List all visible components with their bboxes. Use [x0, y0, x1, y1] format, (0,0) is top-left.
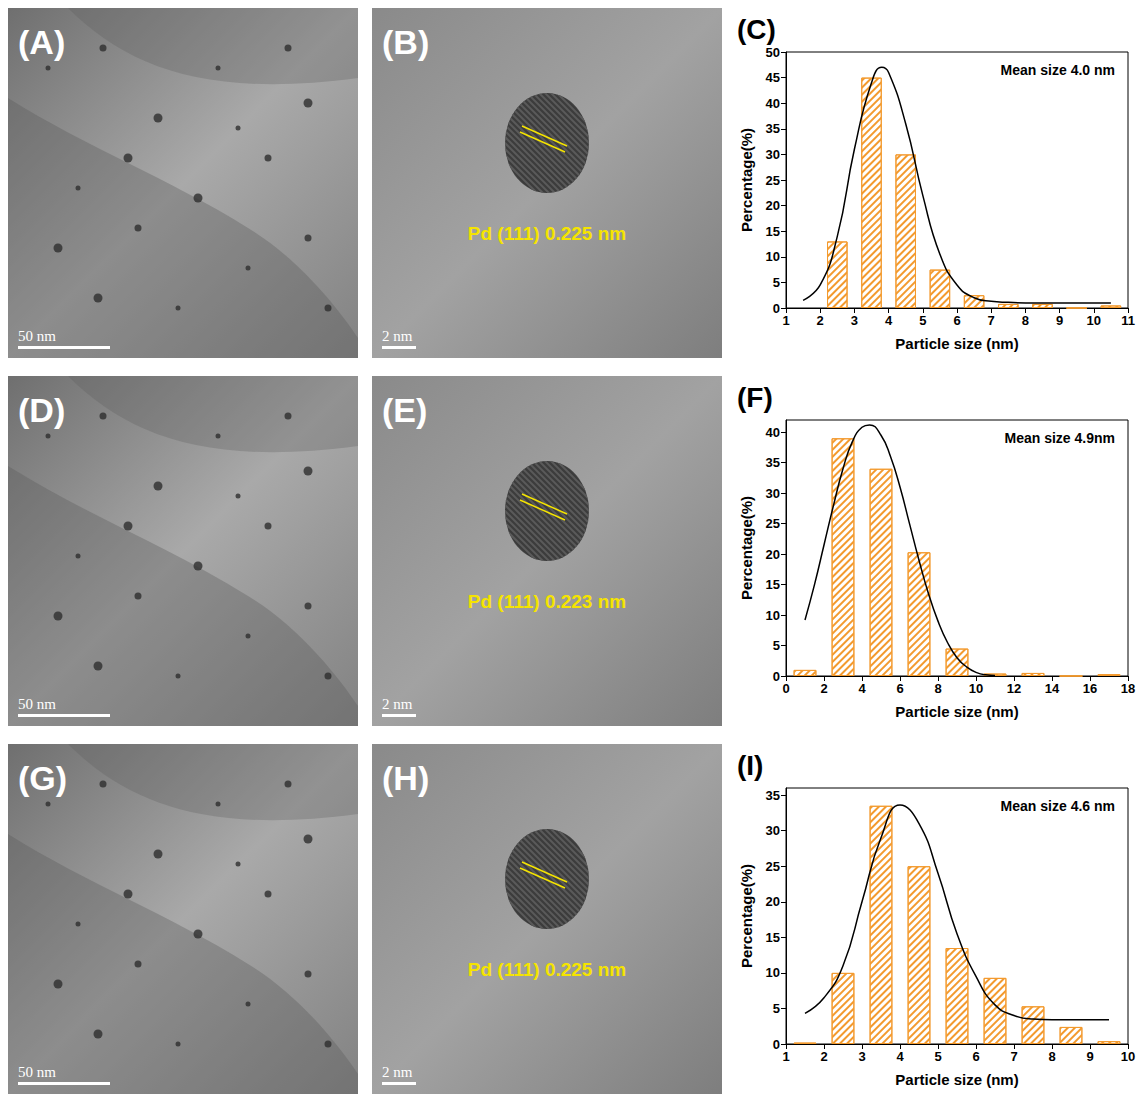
svg-text:(B): (B): [382, 23, 429, 61]
svg-text:Particle size (nm): Particle size (nm): [895, 335, 1018, 352]
svg-text:(I): (I): [737, 750, 763, 781]
svg-text:20: 20: [766, 894, 780, 909]
svg-text:10: 10: [969, 681, 983, 696]
svg-text:35: 35: [766, 788, 780, 803]
svg-text:Percentage(%): Percentage(%): [738, 864, 755, 968]
svg-text:6: 6: [972, 1049, 979, 1064]
svg-text:Particle size (nm): Particle size (nm): [895, 703, 1018, 720]
svg-text:4: 4: [896, 1049, 904, 1064]
svg-text:45: 45: [766, 70, 780, 85]
svg-text:50 nm: 50 nm: [18, 1064, 56, 1080]
svg-text:10: 10: [766, 249, 780, 264]
svg-text:18: 18: [1121, 681, 1135, 696]
svg-text:Percentage(%): Percentage(%): [738, 496, 755, 600]
svg-text:30: 30: [766, 823, 780, 838]
svg-text:20: 20: [766, 547, 780, 562]
svg-text:5: 5: [773, 275, 780, 290]
svg-text:40: 40: [766, 96, 780, 111]
svg-text:15: 15: [766, 224, 780, 239]
svg-text:9: 9: [1086, 1049, 1093, 1064]
svg-text:Mean size 4.6 nm: Mean size 4.6 nm: [1001, 798, 1115, 814]
svg-text:50: 50: [766, 45, 780, 60]
svg-text:2: 2: [820, 1049, 827, 1064]
svg-text:25: 25: [766, 516, 780, 531]
svg-text:Pd (111) 0.225 nm: Pd (111) 0.225 nm: [468, 959, 626, 980]
svg-text:10: 10: [1087, 313, 1101, 328]
svg-text:Mean size 4.9nm: Mean size 4.9nm: [1005, 430, 1116, 446]
svg-text:10: 10: [766, 965, 780, 980]
svg-text:5: 5: [919, 313, 926, 328]
svg-text:2 nm: 2 nm: [382, 696, 413, 712]
svg-text:10: 10: [1121, 1049, 1135, 1064]
svg-text:8: 8: [1048, 1049, 1055, 1064]
svg-text:50 nm: 50 nm: [18, 328, 56, 344]
svg-text:30: 30: [766, 486, 780, 501]
svg-text:8: 8: [1022, 313, 1029, 328]
svg-text:14: 14: [1045, 681, 1060, 696]
svg-text:35: 35: [766, 455, 780, 470]
svg-text:20: 20: [766, 198, 780, 213]
svg-text:Mean size 4.0 nm: Mean size 4.0 nm: [1001, 62, 1115, 78]
svg-text:25: 25: [766, 859, 780, 874]
svg-text:(G): (G): [18, 759, 67, 797]
svg-text:1: 1: [782, 1049, 789, 1064]
svg-text:7: 7: [1010, 1049, 1017, 1064]
svg-text:2: 2: [817, 313, 824, 328]
svg-text:0: 0: [773, 1037, 780, 1052]
svg-text:5: 5: [934, 1049, 941, 1064]
svg-text:50 nm: 50 nm: [18, 696, 56, 712]
svg-text:16: 16: [1083, 681, 1097, 696]
svg-text:3: 3: [858, 1049, 865, 1064]
svg-text:2 nm: 2 nm: [382, 1064, 413, 1080]
svg-text:30: 30: [766, 147, 780, 162]
svg-text:2 nm: 2 nm: [382, 328, 413, 344]
svg-text:0: 0: [773, 669, 780, 684]
svg-text:(F): (F): [737, 382, 773, 413]
svg-text:4: 4: [885, 313, 893, 328]
svg-text:12: 12: [1007, 681, 1021, 696]
svg-text:(H): (H): [382, 759, 429, 797]
svg-text:0: 0: [782, 681, 789, 696]
svg-text:9: 9: [1056, 313, 1063, 328]
svg-text:35: 35: [766, 121, 780, 136]
svg-text:0: 0: [773, 301, 780, 316]
svg-text:8: 8: [934, 681, 941, 696]
svg-text:15: 15: [766, 577, 780, 592]
svg-text:4: 4: [858, 681, 866, 696]
svg-text:(A): (A): [18, 23, 65, 61]
svg-text:1: 1: [782, 313, 789, 328]
svg-text:(D): (D): [18, 391, 65, 429]
svg-text:6: 6: [896, 681, 903, 696]
svg-text:25: 25: [766, 173, 780, 188]
svg-text:10: 10: [766, 608, 780, 623]
svg-text:Pd (111) 0.225 nm: Pd (111) 0.225 nm: [468, 223, 626, 244]
svg-text:(C): (C): [737, 14, 776, 45]
svg-text:5: 5: [773, 1001, 780, 1016]
svg-text:Percentage(%): Percentage(%): [738, 128, 755, 232]
svg-text:11: 11: [1121, 313, 1135, 328]
svg-text:15: 15: [766, 930, 780, 945]
svg-text:2: 2: [820, 681, 827, 696]
svg-text:40: 40: [766, 425, 780, 440]
svg-text:6: 6: [953, 313, 960, 328]
svg-text:(E): (E): [382, 391, 427, 429]
svg-text:3: 3: [851, 313, 858, 328]
svg-text:5: 5: [773, 638, 780, 653]
svg-text:Pd (111) 0.223 nm: Pd (111) 0.223 nm: [468, 591, 626, 612]
svg-text:Particle size (nm): Particle size (nm): [895, 1071, 1018, 1088]
svg-text:7: 7: [988, 313, 995, 328]
